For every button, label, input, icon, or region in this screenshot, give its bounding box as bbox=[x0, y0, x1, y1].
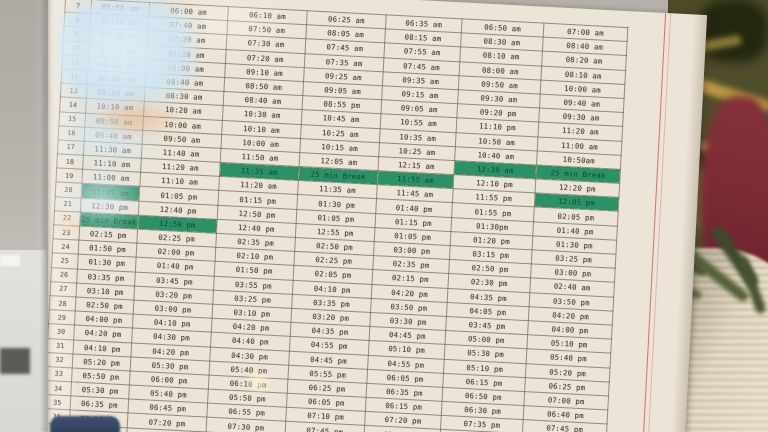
row-number: 28 bbox=[49, 295, 76, 312]
row-number: 10 bbox=[62, 40, 90, 57]
timetable-table: 7 05:50 am 06:00 am 06:10 am 06:25 am 06:35 a… bbox=[41, 0, 628, 432]
row-number: 8 bbox=[64, 12, 91, 28]
timetable-sheet: 7 05:50 am 06:00 am 06:10 am 06:25 am 06:35 a… bbox=[10, 0, 708, 432]
margin-rule-line bbox=[644, 13, 672, 432]
sheet-left-edge-shadow bbox=[40, 0, 52, 432]
margin-rule-line bbox=[639, 12, 667, 432]
plant-dark-leaf bbox=[698, 0, 768, 62]
row-number: 19 bbox=[55, 168, 83, 184]
shelf bbox=[0, 250, 46, 432]
navy-object bbox=[50, 416, 120, 432]
shelf-slot bbox=[0, 348, 30, 374]
row-number: 15 bbox=[58, 111, 86, 127]
row-number: 23 bbox=[52, 224, 80, 241]
row-number: 16 bbox=[58, 125, 85, 142]
row-number: 12 bbox=[61, 68, 88, 85]
row-number: 20 bbox=[55, 182, 82, 198]
shelf-glint bbox=[0, 255, 20, 266]
row-number: 21 bbox=[54, 196, 82, 212]
row-number: 25 bbox=[51, 253, 79, 269]
timetable-table-wrap: 7 05:50 am 06:00 am 06:10 am 06:25 am 06:35 a… bbox=[41, 0, 628, 432]
timetable-body: 7 05:50 am 06:00 am 06:10 am 06:25 am 06:35 a… bbox=[42, 0, 628, 432]
row-number: 24 bbox=[52, 238, 79, 255]
row-number: 26 bbox=[50, 267, 78, 283]
row-number: 22 bbox=[53, 210, 81, 227]
row-number: 13 bbox=[60, 83, 88, 99]
row-number: 17 bbox=[57, 139, 85, 156]
row-number: 27 bbox=[50, 281, 77, 297]
row-number: 14 bbox=[59, 97, 87, 113]
row-number: 18 bbox=[56, 153, 84, 170]
row-number: 9 bbox=[63, 26, 91, 42]
row-number: 29 bbox=[48, 309, 76, 326]
row-number: 11 bbox=[61, 54, 89, 71]
